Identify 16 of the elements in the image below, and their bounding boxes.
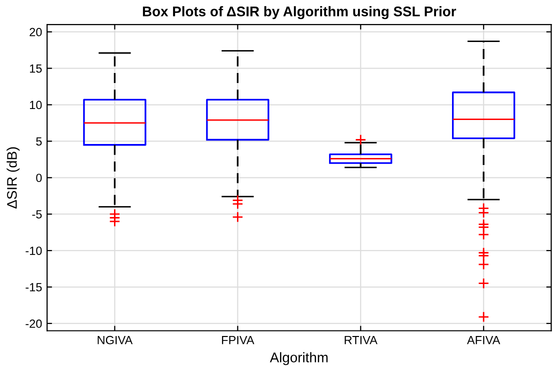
x-tick-label: RTIVA [344,336,378,344]
y-tick-label: -10 [26,246,42,255]
y-tick-label: -15 [26,283,42,292]
x-tick-label: AFIVA [467,336,500,344]
y-tick-label: 0 [36,174,42,182]
y-axis-title: ΔSIR (dB) [6,147,20,209]
chart-title: Box Plots of ΔSIR by Algorithm using SSL Prior [142,6,456,20]
y-tick-label: 15 [30,64,42,73]
x-axis-title: Algorithm [270,352,328,366]
y-tick-label: -20 [26,319,42,328]
x-tick-label: FPIVA [222,336,254,344]
y-tick-label: 5 [36,137,42,146]
y-tick-label: 20 [30,28,42,36]
x-tick-label: NGIVA [98,336,133,344]
y-tick-label: 10 [30,100,42,110]
y-tick-label: -5 [32,210,42,219]
